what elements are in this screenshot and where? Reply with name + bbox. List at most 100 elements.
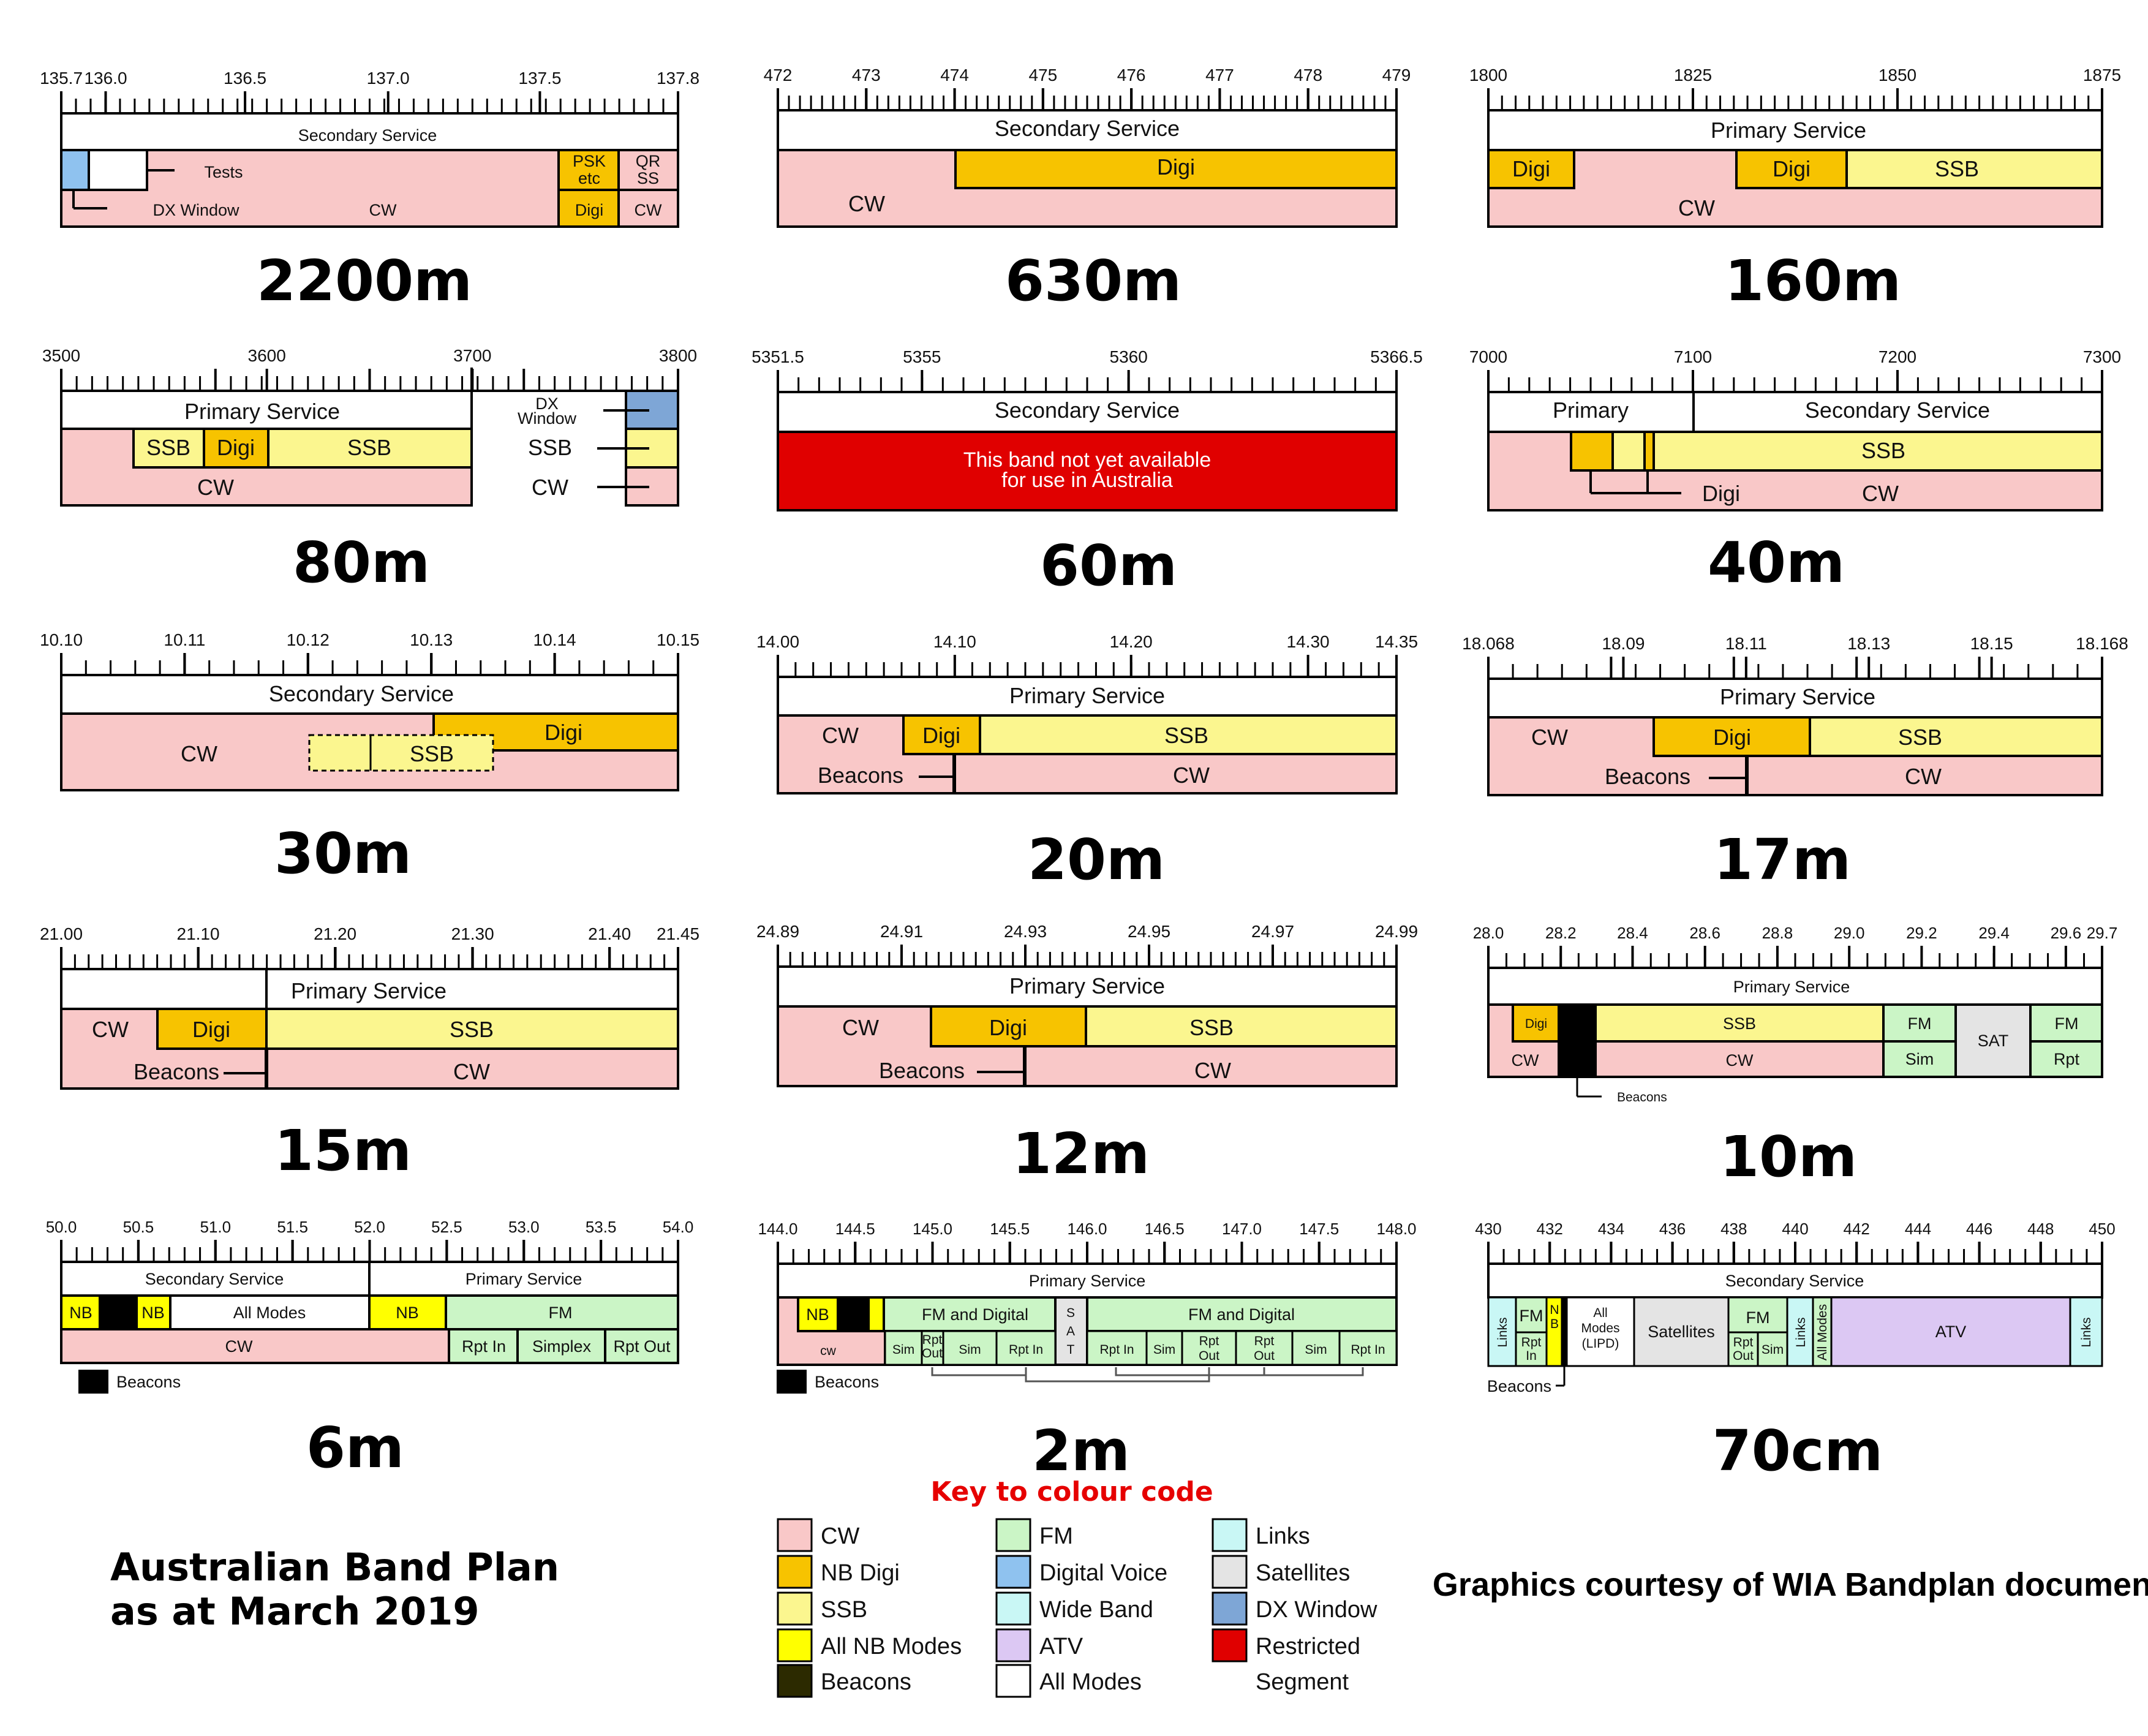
tick-label: 144.0 — [758, 1220, 797, 1238]
tick-label: 7200 — [1879, 347, 1916, 366]
dx-label: Window — [518, 409, 577, 428]
beacons-segment — [99, 1294, 138, 1330]
key-swatch-nb_digi — [777, 1555, 813, 1589]
satellites-label: Satellites — [1648, 1323, 1715, 1341]
sat-segment — [1954, 1003, 2032, 1078]
tick-label: 18.09 — [1602, 634, 1645, 653]
fm-label: FM — [2055, 1014, 2079, 1033]
ssb-label: SSB — [410, 741, 454, 766]
cw-label: CW — [197, 475, 234, 500]
cw-label: CW — [92, 1017, 129, 1042]
qrss-label: QR — [636, 152, 661, 170]
key-swatch-wide_band — [995, 1591, 1031, 1626]
digi-segment — [930, 1005, 1087, 1047]
nb-segment — [867, 1296, 885, 1332]
pairing-bracket — [1263, 1367, 1364, 1376]
sub-label: Sim — [959, 1343, 981, 1357]
tick-label: 53.0 — [508, 1218, 540, 1236]
tick-label: 29.4 — [1978, 924, 2010, 942]
key-swatch-dx_window — [1212, 1591, 1248, 1626]
tick-label: 475 — [1028, 66, 1057, 85]
rpt-out-label: Out — [1199, 1349, 1219, 1363]
tick-label: 1800 — [1469, 66, 1507, 85]
fm-digital-segment — [1086, 1296, 1398, 1332]
sub-label: Sim — [892, 1343, 914, 1357]
tick-label: 54.0 — [663, 1218, 694, 1236]
digi-segment — [954, 149, 1398, 189]
tick-label: 137.5 — [518, 69, 561, 88]
key-label: All Modes — [1039, 1669, 1142, 1695]
tick-label: 479 — [1382, 66, 1411, 85]
service-bar — [1487, 967, 2103, 1006]
sat-label: SAT — [1978, 1032, 2009, 1050]
all-modes-segment — [1812, 1296, 1833, 1367]
fm-label: FM — [1746, 1308, 1770, 1327]
fm-segment — [445, 1294, 679, 1330]
tick-label: 29.7 — [2087, 924, 2118, 942]
tick-label: 21.30 — [451, 924, 494, 943]
tick-label: 442 — [1844, 1220, 1870, 1238]
cw-label: cw — [820, 1344, 837, 1358]
restricted-segment — [777, 431, 1398, 511]
rpt-out-label: Rpt — [1254, 1334, 1275, 1348]
key-swatch-digital_voice — [995, 1555, 1031, 1589]
service-label: Secondary Service — [995, 116, 1180, 141]
nb-label: NB — [69, 1304, 92, 1322]
nb-segment — [368, 1294, 447, 1330]
ssb-label: SSB — [1723, 1014, 1756, 1033]
ssb-segment — [1085, 1005, 1398, 1047]
digi-label: Digi — [1512, 156, 1550, 181]
band-fill-layer — [60, 109, 2103, 1698]
tick-label: 1875 — [2083, 66, 2121, 85]
band-line-layer — [60, 88, 2103, 1387]
links-segment — [2069, 1296, 2103, 1367]
nb-segment — [797, 1296, 839, 1332]
dx-window-segment — [60, 149, 90, 191]
sub-segment — [1181, 1330, 1237, 1366]
cw-label: CW — [842, 1015, 879, 1040]
cw-label: CW — [822, 723, 859, 748]
service-label: Primary Service — [1711, 118, 1866, 143]
repeater-pairing — [931, 1367, 1364, 1383]
sub-label: Rpt In — [1099, 1343, 1134, 1357]
secondary-label: Secondary Service — [1805, 398, 1990, 423]
digi-label: Digi — [922, 723, 960, 748]
tick-label: 24.95 — [1128, 922, 1170, 941]
rpt-label: Rpt — [1521, 1335, 1542, 1349]
sub-segment — [995, 1330, 1057, 1366]
tick-label: 147.5 — [1299, 1220, 1339, 1238]
primary-label: Primary — [1553, 398, 1629, 423]
band-name: 12m — [1012, 1121, 1150, 1187]
cw-label: CW — [1194, 1058, 1231, 1083]
tick-label: 28.6 — [1689, 924, 1720, 942]
key-label: FM — [1039, 1523, 1073, 1549]
all-modes-segment — [169, 1294, 371, 1330]
tick-label: 29.6 — [2051, 924, 2082, 942]
service-label: Secondary Service — [269, 681, 454, 706]
digi-label: Digi — [192, 1017, 230, 1042]
tick-label: 476 — [1117, 66, 1146, 85]
tick-label: 18.068 — [1462, 634, 1515, 653]
dx-window-label: DX Window — [153, 201, 239, 219]
digi-segment — [1512, 1003, 1560, 1043]
tick-label: 438 — [1720, 1220, 1747, 1238]
digi-label: Digi — [545, 720, 582, 745]
tick-label: 5360 — [1110, 347, 1148, 366]
tick-label: 10.15 — [657, 630, 699, 649]
tick-label: 136.0 — [84, 69, 127, 88]
service-bar — [777, 676, 1398, 717]
service-label: Primary Service — [1029, 1272, 1146, 1290]
tick-label: 51.5 — [277, 1218, 308, 1236]
nb-label: NB — [806, 1305, 829, 1324]
band-name: 160m — [1725, 248, 1901, 314]
tick-label: 137.8 — [657, 69, 699, 88]
key-label: CW — [821, 1523, 859, 1549]
sub-segment — [1086, 1330, 1148, 1366]
key-label: Digital Voice — [1039, 1560, 1167, 1586]
digi-segment — [1487, 149, 1575, 189]
pairing-bracket — [931, 1367, 1027, 1376]
links-label: Links — [2079, 1317, 2093, 1347]
tick-label: 448 — [2027, 1220, 2054, 1238]
secondary-label: Secondary Service — [145, 1270, 284, 1288]
band-name: 2200m — [257, 248, 472, 314]
